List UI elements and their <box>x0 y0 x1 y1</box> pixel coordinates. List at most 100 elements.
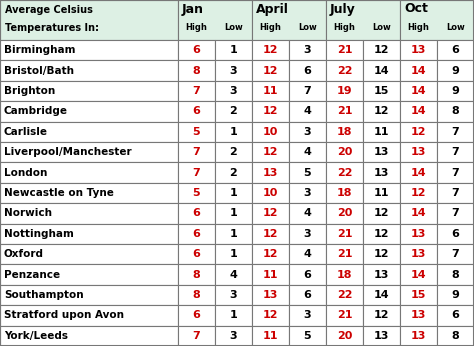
Text: 10: 10 <box>263 127 278 137</box>
Text: 4: 4 <box>303 249 311 259</box>
Bar <box>178 203 215 224</box>
Bar <box>326 224 363 244</box>
Bar <box>437 40 474 61</box>
Text: 13: 13 <box>411 45 426 55</box>
Bar <box>215 183 252 203</box>
Bar <box>215 264 252 285</box>
Bar <box>178 285 215 305</box>
Bar <box>437 101 474 121</box>
Bar <box>400 40 437 61</box>
Bar <box>326 183 363 203</box>
Bar <box>326 121 363 142</box>
Bar <box>252 81 289 101</box>
Bar <box>252 101 289 121</box>
Bar <box>0 0 178 40</box>
Bar <box>215 203 252 224</box>
Text: 12: 12 <box>263 66 278 75</box>
Text: 20: 20 <box>337 208 352 218</box>
Bar <box>400 183 437 203</box>
Text: 21: 21 <box>337 229 352 239</box>
Text: 1: 1 <box>229 188 237 198</box>
Bar <box>363 203 400 224</box>
Text: 2: 2 <box>229 167 237 177</box>
Bar <box>400 326 437 346</box>
Bar <box>363 183 400 203</box>
Text: Newcastle on Tyne: Newcastle on Tyne <box>4 188 114 198</box>
Bar <box>252 61 289 81</box>
Text: 13: 13 <box>263 167 278 177</box>
Bar <box>0 203 178 224</box>
Bar <box>400 305 437 326</box>
Text: 7: 7 <box>192 86 201 96</box>
Text: 12: 12 <box>374 310 389 320</box>
Bar <box>400 203 437 224</box>
Bar <box>437 326 474 346</box>
Bar <box>215 101 252 121</box>
Text: High: High <box>185 22 208 31</box>
Bar <box>289 244 326 264</box>
Text: 20: 20 <box>337 331 352 341</box>
Text: 12: 12 <box>411 188 426 198</box>
Bar <box>289 224 326 244</box>
Text: 14: 14 <box>374 290 389 300</box>
Bar <box>400 264 437 285</box>
Text: London: London <box>4 167 47 177</box>
Bar <box>400 61 437 81</box>
Text: 6: 6 <box>452 229 459 239</box>
Text: 21: 21 <box>337 107 352 116</box>
Text: Low: Low <box>298 22 317 31</box>
Bar <box>363 162 400 183</box>
Text: 7: 7 <box>452 208 459 218</box>
Text: July: July <box>330 2 356 16</box>
Bar <box>178 142 215 162</box>
Text: 13: 13 <box>411 249 426 259</box>
Bar <box>363 264 400 285</box>
Bar <box>363 61 400 81</box>
Bar <box>178 224 215 244</box>
Bar <box>400 224 437 244</box>
Bar <box>178 121 215 142</box>
Bar <box>363 326 400 346</box>
Text: 14: 14 <box>410 107 426 116</box>
Text: 12: 12 <box>263 249 278 259</box>
Bar <box>0 101 178 121</box>
Bar <box>289 183 326 203</box>
Text: 21: 21 <box>337 310 352 320</box>
Text: 14: 14 <box>410 167 426 177</box>
Bar <box>215 305 252 326</box>
Bar <box>437 203 474 224</box>
Text: 15: 15 <box>411 290 426 300</box>
Text: Stratford upon Avon: Stratford upon Avon <box>4 310 124 320</box>
Bar <box>0 285 178 305</box>
Text: 7: 7 <box>452 249 459 259</box>
Text: 18: 18 <box>337 188 352 198</box>
Bar <box>178 305 215 326</box>
Text: Cambridge: Cambridge <box>4 107 68 116</box>
Text: 12: 12 <box>411 127 426 137</box>
Text: 12: 12 <box>374 107 389 116</box>
Text: 10: 10 <box>263 188 278 198</box>
Text: Temperatures In:: Temperatures In: <box>5 23 99 33</box>
Text: 12: 12 <box>263 208 278 218</box>
Text: 7: 7 <box>452 127 459 137</box>
Bar <box>437 142 474 162</box>
Text: Low: Low <box>372 22 391 31</box>
Bar <box>178 40 215 61</box>
Bar <box>252 0 326 40</box>
Text: 1: 1 <box>229 45 237 55</box>
Text: 8: 8 <box>192 290 201 300</box>
Bar <box>215 142 252 162</box>
Bar <box>178 61 215 81</box>
Text: 1: 1 <box>229 208 237 218</box>
Text: 11: 11 <box>263 86 278 96</box>
Text: Norwich: Norwich <box>4 208 52 218</box>
Text: 6: 6 <box>192 310 201 320</box>
Bar <box>363 244 400 264</box>
Bar <box>0 224 178 244</box>
Bar <box>178 326 215 346</box>
Text: 8: 8 <box>452 270 459 280</box>
Bar <box>289 101 326 121</box>
Bar <box>215 285 252 305</box>
Bar <box>289 121 326 142</box>
Text: 13: 13 <box>374 270 389 280</box>
